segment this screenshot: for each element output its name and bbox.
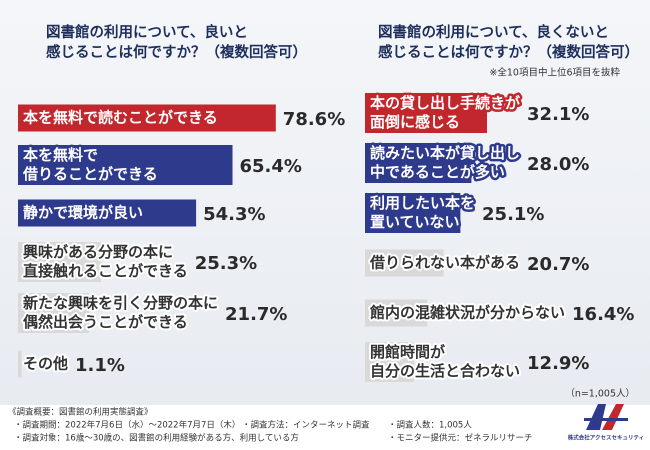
bar (365, 249, 444, 277)
value-label: 25.1% (482, 204, 544, 225)
logo: 株式会社アクセスセキュリティ (568, 404, 644, 442)
footer-band (0, 405, 650, 450)
category-label: 借りられない本がある (369, 254, 520, 272)
bar (18, 145, 233, 185)
value-label: 65.4% (240, 156, 302, 177)
bar (365, 143, 472, 183)
footer-item: ・調査対象：16歳～30歳の、図書館の利用経験がある方、利用している方 (14, 433, 299, 444)
chart-note: ※全10項目中上位6項目を抜粋 (489, 67, 620, 79)
category-label: 借りることができる (22, 165, 158, 183)
category-label: 本を無料で (23, 146, 98, 164)
value-label: 78.6% (283, 109, 345, 130)
bar (18, 350, 22, 378)
category-label: 興味がある分野の本に (23, 243, 173, 261)
category-label: 偶然出会うことができる (23, 313, 188, 331)
category-label: 本を無料で読むことができる (23, 109, 218, 127)
bar (18, 293, 90, 333)
value-label: 32.1% (527, 104, 589, 125)
value-label: 25.3% (195, 253, 257, 274)
sample-note: （n=1,005人） (565, 388, 635, 400)
bar (365, 299, 428, 327)
value-label: 1.1% (75, 355, 125, 376)
footer-item: ・調査人数：1,005人 (388, 420, 472, 431)
value-label: 28.0% (527, 154, 589, 175)
bar (18, 242, 101, 282)
category-label: 面倒に感じる (370, 113, 460, 131)
chart-title: 図書館の利用について、良いと (46, 23, 248, 41)
bar (365, 342, 415, 382)
category-label: 本の貸し出し手続きが (370, 94, 521, 112)
bar (18, 104, 276, 132)
category-label: 開館時間が (370, 343, 446, 361)
chart-title: 感じることは何ですか？（複数回答可） (46, 43, 307, 61)
footer-item: ・調査期間：2022年7月6日（水）～2022年7月7日（木） (14, 420, 240, 431)
bar (365, 93, 487, 133)
value-label: 12.9% (527, 353, 589, 374)
footer-heading: 《調査概要：図書館の利用実態調査》 (8, 407, 153, 418)
bar (18, 199, 197, 227)
footer-item: ・モニター提供元：ゼネラルリサーチ (388, 433, 533, 444)
category-label: 読みたい本が貸し出し (370, 144, 520, 162)
chart-title: 感じることは何ですか？（複数回答可） (378, 43, 639, 61)
category-label: 中であることが多い (370, 163, 505, 181)
value-label: 20.7% (527, 254, 589, 275)
footer-item: ・調査方法：インターネット調査 (242, 420, 370, 431)
category-label: 新たな興味を引く分野の本に (23, 294, 218, 312)
category-label: 館内の混雑状況が分からない (369, 304, 565, 322)
bar (365, 193, 461, 233)
value-label: 21.7% (225, 304, 287, 325)
company-name: 株式会社アクセスセキュリティ (568, 434, 644, 442)
category-label: 静かで環境が良い (23, 204, 143, 222)
chart-title: 図書館の利用について、良くないと (378, 23, 609, 41)
category-label: 直接触れることができる (23, 262, 188, 280)
value-label: 54.3% (203, 204, 265, 225)
value-label: 16.4% (572, 304, 634, 325)
category-label: 自分の生活と合わない (370, 362, 520, 380)
category-label: 置いていない (370, 213, 460, 231)
category-label: その他 (23, 355, 68, 373)
category-label: 利用したい本を (370, 194, 475, 212)
